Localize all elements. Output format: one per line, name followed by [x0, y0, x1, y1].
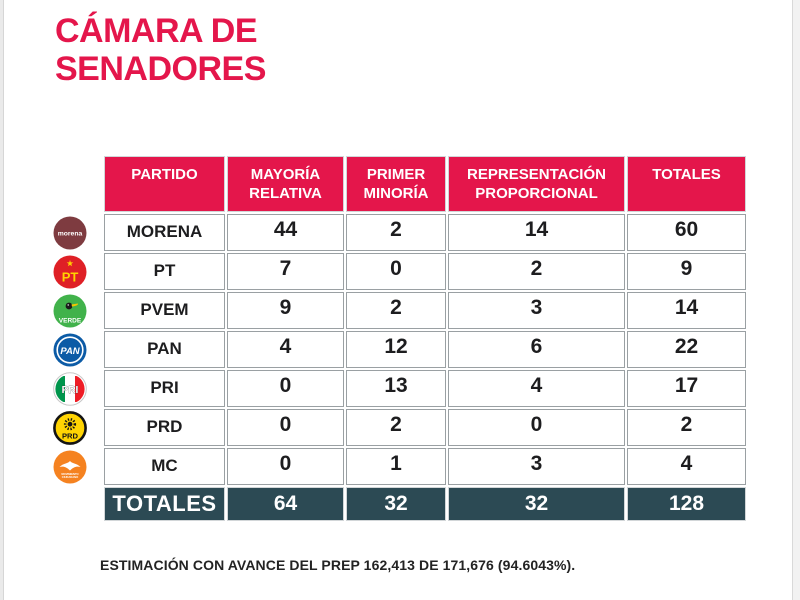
party-name: PRD: [104, 409, 225, 446]
value-cell: 7: [227, 253, 344, 290]
prd-logo-icon: PRD: [53, 411, 87, 445]
svg-text:PRI: PRI: [62, 385, 79, 396]
value-cell: 0: [448, 409, 625, 446]
value-cell: 9: [227, 292, 344, 329]
morena-logo-icon: morena: [53, 216, 87, 250]
page-right-edge: [792, 0, 800, 600]
totals-label: TOTALES: [104, 487, 225, 521]
table-row-pri: PRI 0 13 4 17: [104, 370, 746, 407]
page-title-line1: CÁMARA DE: [55, 12, 258, 50]
table-header-row: PARTIDO MAYORÍA RELATIVA PRIMER MINORÍA REP…: [104, 156, 746, 212]
pt-logo-icon: PT: [53, 255, 87, 289]
page-title: CÁMARA DE SENADORES: [55, 12, 266, 88]
party-name: PVEM: [104, 292, 225, 329]
mc-logo-icon: MOVIMIENTO CIUDADANO: [53, 450, 87, 484]
party-name: MORENA: [104, 214, 225, 251]
svg-text:PT: PT: [62, 270, 79, 285]
column-header-primer-minoria: PRIMER MINORÍA: [346, 156, 446, 212]
totals-value-cell: 64: [227, 487, 344, 521]
totals-value-cell: 32: [448, 487, 625, 521]
estimation-note: ESTIMACIÓN CON AVANCE DEL PREP 162,413 D…: [100, 557, 576, 573]
value-cell: 9: [627, 253, 746, 290]
value-cell: 14: [448, 214, 625, 251]
party-name: PAN: [104, 331, 225, 368]
table-row-mc: MC 0 1 3 4: [104, 448, 746, 485]
value-cell: 0: [227, 370, 344, 407]
senate-results-table: PARTIDO MAYORÍA RELATIVA PRIMER MINORÍA REP…: [102, 154, 748, 523]
value-cell: 1: [346, 448, 446, 485]
table-row-prd: PRD 0 2 0 2: [104, 409, 746, 446]
value-cell: 4: [448, 370, 625, 407]
value-cell: 2: [346, 292, 446, 329]
value-cell: 22: [627, 331, 746, 368]
value-cell: 3: [448, 448, 625, 485]
table-row-morena: MORENA 44 2 14 60: [104, 214, 746, 251]
table-row-pt: PT 7 0 2 9: [104, 253, 746, 290]
value-cell: 4: [627, 448, 746, 485]
column-header-mayoria-relativa: MAYORÍA RELATIVA: [227, 156, 344, 212]
value-cell: 2: [346, 409, 446, 446]
column-header-totales: TOTALES: [627, 156, 746, 212]
column-header-representacion-proporcional: REPRESENTACIÓN PROPORCIONAL: [448, 156, 625, 212]
pri-logo-icon: PRI: [53, 372, 87, 406]
value-cell: 0: [227, 448, 344, 485]
svg-text:MOVIMIENTO: MOVIMIENTO: [61, 472, 78, 476]
value-cell: 2: [627, 409, 746, 446]
totals-row: TOTALES 64 32 32 128: [104, 487, 746, 521]
value-cell: 13: [346, 370, 446, 407]
page-left-edge: [0, 0, 4, 600]
svg-text:VERDE: VERDE: [59, 318, 82, 325]
value-cell: 14: [627, 292, 746, 329]
value-cell: 2: [346, 214, 446, 251]
value-cell: 44: [227, 214, 344, 251]
column-header-partido: PARTIDO: [104, 156, 225, 212]
totals-value-cell: 128: [627, 487, 746, 521]
value-cell: 0: [227, 409, 344, 446]
totals-value-cell: 32: [346, 487, 446, 521]
value-cell: 17: [627, 370, 746, 407]
value-cell: 4: [227, 331, 344, 368]
svg-text:PAN: PAN: [60, 346, 80, 357]
party-name: MC: [104, 448, 225, 485]
value-cell: 2: [448, 253, 625, 290]
pvem-logo-icon: VERDE: [53, 294, 87, 328]
value-cell: 12: [346, 331, 446, 368]
svg-text:CIUDADANO: CIUDADANO: [62, 475, 78, 479]
pan-logo-icon: PAN: [53, 333, 87, 367]
svg-text:PRD: PRD: [62, 432, 79, 441]
party-name: PRI: [104, 370, 225, 407]
value-cell: 0: [346, 253, 446, 290]
svg-text:morena: morena: [58, 231, 83, 238]
table-row-pvem: PVEM 9 2 3 14: [104, 292, 746, 329]
page-title-line2: SENADORES: [55, 50, 266, 88]
table-row-pan: PAN 4 12 6 22: [104, 331, 746, 368]
party-name: PT: [104, 253, 225, 290]
value-cell: 3: [448, 292, 625, 329]
value-cell: 6: [448, 331, 625, 368]
value-cell: 60: [627, 214, 746, 251]
